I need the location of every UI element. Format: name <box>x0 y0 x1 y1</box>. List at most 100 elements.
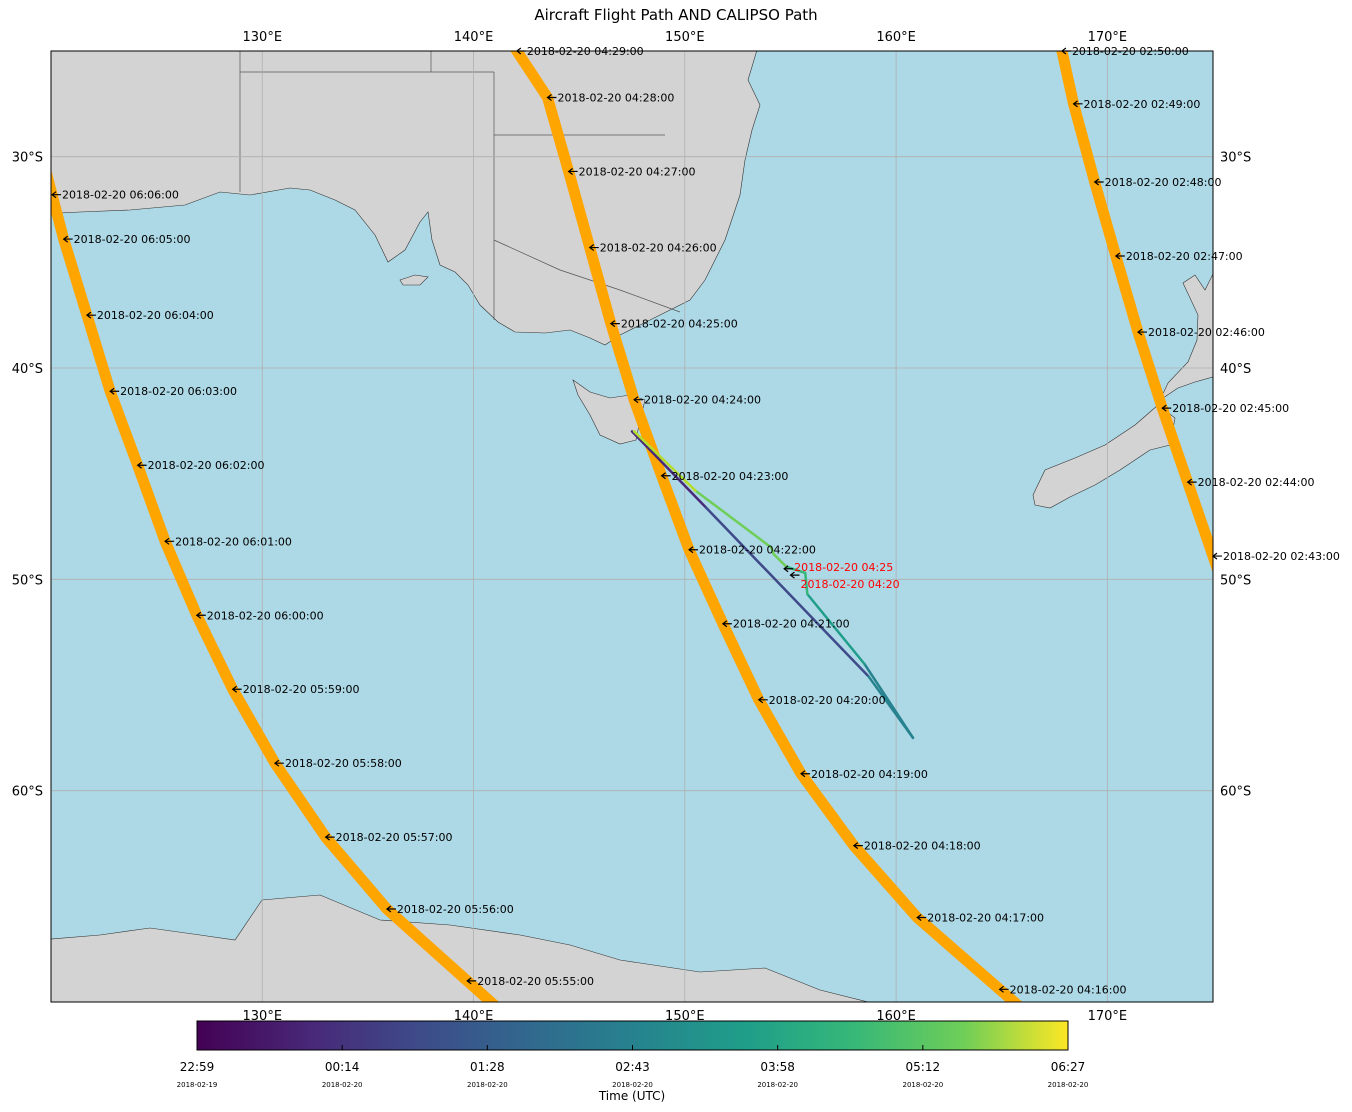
calipso-time-label: 2018-02-20 02:49:00 <box>1084 98 1201 111</box>
calipso-time-label: 2018-02-20 05:59:00 <box>243 683 360 696</box>
state-borders <box>239 51 681 320</box>
calipso-time-label: 2018-02-20 04:16:00 <box>1010 983 1127 996</box>
calipso-time-label: 2018-02-20 04:22:00 <box>699 544 816 557</box>
arrow-icon <box>688 546 699 554</box>
antarctica-landmass <box>51 894 870 1002</box>
map-frame <box>50 50 1214 1003</box>
lon-tick-label-bottom: 130°E <box>243 1009 283 1024</box>
flight-path-segment <box>784 565 807 575</box>
calipso-time-label: 2018-02-20 04:17:00 <box>927 911 1044 924</box>
tasmania-landmass <box>572 379 646 445</box>
colorbar-tick-time: 01:28 <box>470 1060 505 1074</box>
colorbar-tick-date: 2018-02-20 <box>902 1081 943 1089</box>
arrow-icon <box>588 244 599 252</box>
arrow-icon <box>609 320 620 328</box>
calipso-time-label: 2018-02-20 06:05:00 <box>74 233 191 246</box>
calipso-time-label: 2018-02-20 06:03:00 <box>120 385 237 398</box>
track-labels: 2018-02-20 06:06:00 2018-02-20 06:05:00 20… <box>51 45 1340 996</box>
lat-tick-label-left: 50°S <box>12 573 43 588</box>
arrow-icon <box>51 191 62 199</box>
lon-tick-label-top: 160°E <box>876 30 916 45</box>
arrow-icon <box>1137 328 1147 336</box>
calipso-time-label: 2018-02-20 02:47:00 <box>1126 250 1243 263</box>
colorbar-tick-time: 22:59 <box>180 1060 215 1074</box>
calipso-time-label: 2018-02-20 04:25:00 <box>621 318 738 331</box>
arrow-icon <box>1161 404 1172 412</box>
arrow-icon <box>800 770 811 778</box>
arrow-icon <box>1212 552 1222 560</box>
colorbar-tick-date: 2018-02-19 <box>177 1081 218 1089</box>
lon-tick-label-bottom: 150°E <box>665 1009 705 1024</box>
lat-tick-label-right: 40°S <box>1220 362 1251 377</box>
arrow-icon <box>231 685 242 693</box>
calipso-time-label: 2018-02-20 02:44:00 <box>1198 476 1315 489</box>
arrow-icon <box>136 461 147 469</box>
arrow-icon <box>195 611 206 619</box>
highlight-time-label: 2018-02-20 04:25 <box>794 561 893 574</box>
colorbar-tick-time: 06:27 <box>1051 1060 1086 1074</box>
calipso-time-label: 2018-02-20 05:56:00 <box>397 903 514 916</box>
kangaroo-island-landmass <box>399 274 429 286</box>
calipso-time-label: 2018-02-20 06:06:00 <box>62 189 179 202</box>
lat-tick-label-right: 30°S <box>1220 151 1251 166</box>
calipso-time-label: 2018-02-20 02:48:00 <box>1105 176 1222 189</box>
colorbar: 22:59 2018-02-19 00:14 2018-02-20 01:28 2018-… <box>177 1020 1088 1103</box>
arrow-icon <box>466 977 477 985</box>
arrow-icon <box>1114 252 1125 260</box>
arrow-icon <box>916 913 927 921</box>
new-zealand-north-landmass <box>1159 273 1213 401</box>
australia-landmass <box>51 51 761 346</box>
lat-tick-label-left: 40°S <box>12 362 43 377</box>
land-layer <box>51 51 1213 1002</box>
arrow-icon <box>85 311 96 319</box>
colorbar-tick-date: 2018-02-20 <box>322 1081 363 1089</box>
arrow-icon <box>62 235 73 243</box>
highlight-time-label: 2018-02-20 04:20 <box>800 578 899 591</box>
arrow-icon <box>757 696 768 704</box>
arrow-icon <box>1186 478 1197 486</box>
lat-tick-label-left: 30°S <box>12 151 43 166</box>
arrow-icon <box>783 565 794 573</box>
calipso-time-label: 2018-02-20 05:57:00 <box>336 831 453 844</box>
calipso-time-label: 2018-02-20 04:20:00 <box>769 694 886 707</box>
gridlines <box>51 51 1213 1002</box>
calipso-tracks <box>51 51 1213 1002</box>
calipso-time-label: 2018-02-20 06:00:00 <box>207 609 324 622</box>
flight-path <box>630 430 915 740</box>
lat-tick-label-right: 50°S <box>1220 573 1251 588</box>
calipso-time-label: 2018-02-20 05:58:00 <box>285 757 402 770</box>
arrow-icon <box>164 537 175 545</box>
arrow-icon <box>546 94 557 101</box>
lon-tick-label-top: 150°E <box>665 30 705 45</box>
calipso-time-label: 2018-02-20 04:24:00 <box>644 394 761 407</box>
arrow-icon <box>789 571 800 579</box>
lon-tick-label-top: 170°E <box>1088 30 1128 45</box>
lon-tick-label-top: 130°E <box>243 30 283 45</box>
arrow-icon <box>567 167 578 175</box>
calipso-track-line <box>510 51 1023 1002</box>
lon-tick-label-bottom: 170°E <box>1088 1009 1128 1024</box>
colorbar-label: Time (UTC) <box>598 1089 665 1103</box>
colorbar-tick-time: 03:58 <box>760 1060 795 1074</box>
calipso-time-label: 2018-02-20 04:21:00 <box>733 618 850 631</box>
lat-tick-label-right: 60°S <box>1220 785 1251 800</box>
arrow-icon <box>273 759 284 767</box>
arrow-icon <box>109 387 120 395</box>
arrow-icon <box>852 842 863 850</box>
flight-path-segment <box>803 571 809 596</box>
arrow-icon <box>633 396 644 404</box>
flight-path-segment <box>630 430 708 509</box>
lon-tick-label-bottom: 140°E <box>454 1009 494 1024</box>
colorbar-tick-date: 2018-02-20 <box>467 1081 508 1089</box>
arrow-icon <box>721 620 732 628</box>
arrow-icon <box>998 985 1009 993</box>
flight-path-segment <box>863 662 915 740</box>
colorbar-tick-date: 2018-02-20 <box>612 1081 653 1089</box>
calipso-time-label: 2018-02-20 02:46:00 <box>1148 326 1265 339</box>
calipso-time-label: 2018-02-20 06:04:00 <box>97 309 214 322</box>
calipso-track-line <box>1056 51 1213 574</box>
calipso-time-label: 2018-02-20 02:43:00 <box>1223 550 1340 563</box>
calipso-time-label: 2018-02-20 06:02:00 <box>148 459 265 472</box>
colorbar-tick-time: 00:14 <box>325 1060 360 1074</box>
